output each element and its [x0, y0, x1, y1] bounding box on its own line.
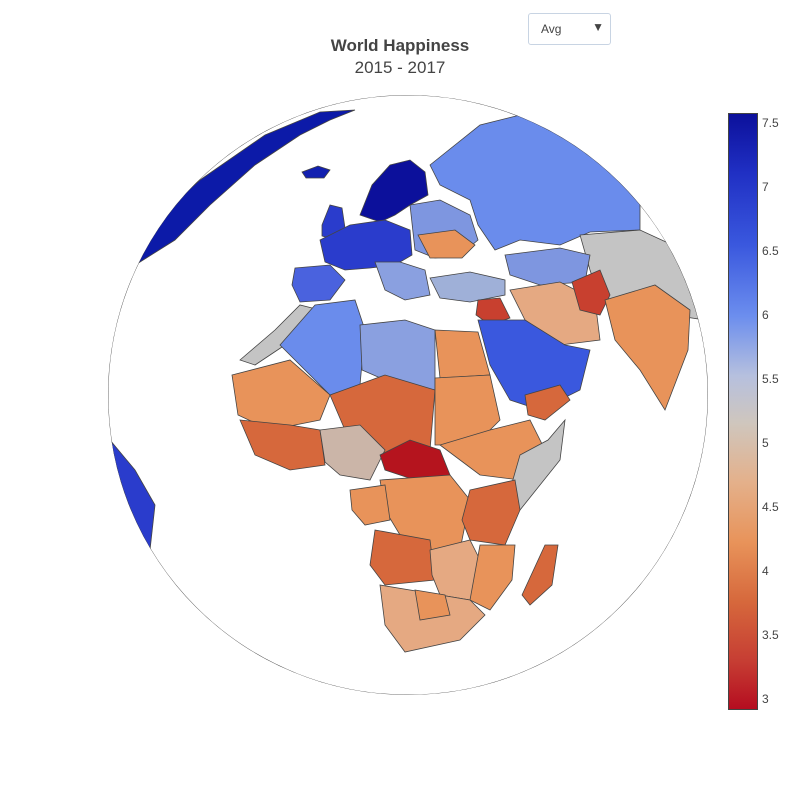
- colorbar-tick: 5.5: [762, 372, 779, 387]
- colorbar-tick: 4.5: [762, 500, 779, 515]
- dropdown-selected-value: Avg: [541, 22, 562, 36]
- region-afghanistan: [571, 269, 611, 316]
- region-scandinavia: [359, 159, 429, 223]
- colorbar-tick: 7: [762, 180, 769, 195]
- region-east-africa: [461, 479, 521, 546]
- chevron-down-icon: ▼: [592, 20, 604, 34]
- region-western-europe: [319, 219, 413, 271]
- region-madagascar: [521, 544, 559, 606]
- region-sahel-west: [231, 359, 331, 431]
- region-turkey: [429, 271, 506, 303]
- region-yemen: [524, 384, 571, 421]
- colorbar: 7.5 7 6.5 6 5.5 5 4.5 4 3.5 3: [728, 113, 779, 710]
- region-nigeria: [319, 424, 386, 481]
- colorbar-tick: 5: [762, 436, 769, 451]
- region-botswana: [414, 589, 451, 621]
- chart-title-block: World Happiness 2015 - 2017: [0, 36, 800, 80]
- colorbar-tick: 3.5: [762, 628, 779, 643]
- region-greenland: [114, 109, 356, 279]
- region-west-africa: [239, 419, 326, 471]
- aggregation-dropdown[interactable]: Avg ▼: [528, 13, 611, 45]
- region-gabon: [349, 484, 391, 526]
- region-egypt: [434, 329, 491, 379]
- region-iceland: [301, 165, 331, 179]
- globe-map[interactable]: [0, 0, 720, 800]
- region-iberia: [291, 264, 346, 303]
- colorbar-tick: 6.5: [762, 244, 779, 259]
- region-ukraine: [417, 229, 476, 259]
- chart-title: World Happiness: [330, 36, 470, 55]
- chart-subtitle: 2015 - 2017: [354, 58, 446, 77]
- colorbar-gradient: [728, 113, 758, 710]
- region-mozambique: [469, 544, 516, 611]
- colorbar-tick: 4: [762, 564, 769, 579]
- region-angola: [369, 529, 436, 586]
- colorbar-tick: 6: [762, 308, 769, 323]
- region-italy-balkans: [374, 261, 431, 301]
- colorbar-tick: 7.5: [762, 116, 779, 131]
- colorbar-tick: 3: [762, 692, 769, 707]
- region-india: [604, 284, 691, 411]
